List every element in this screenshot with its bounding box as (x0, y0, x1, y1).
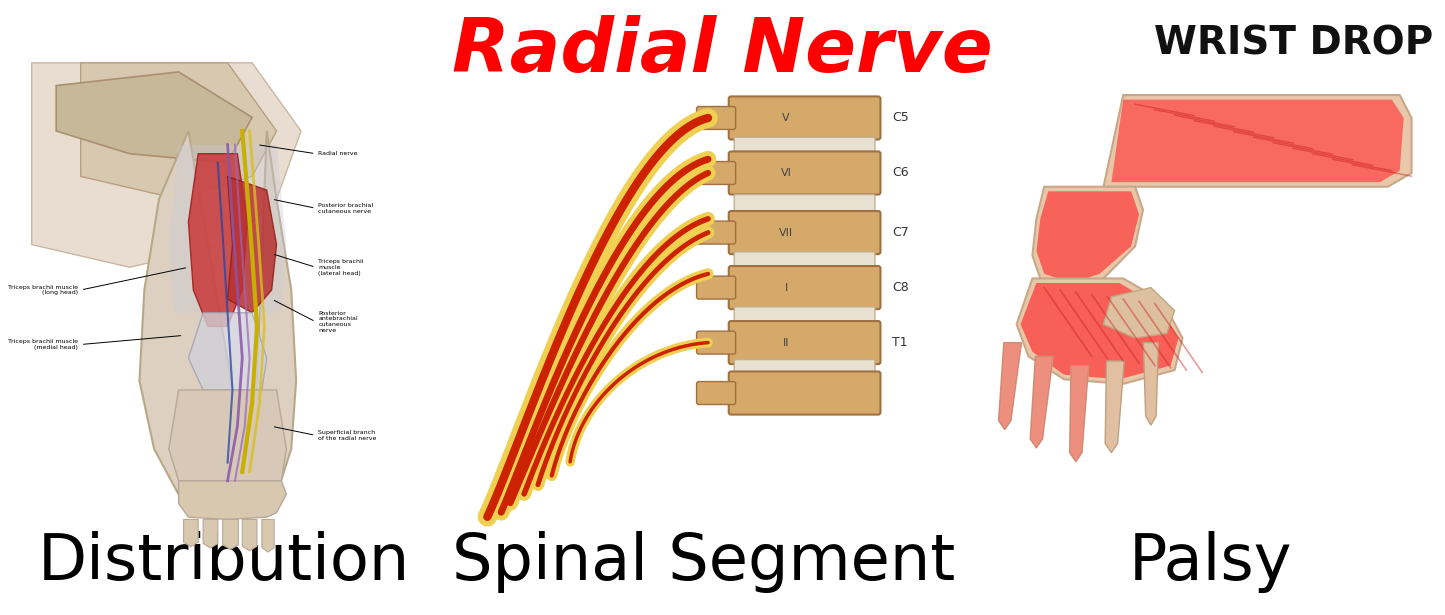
Text: Radial nerve: Radial nerve (318, 151, 358, 156)
FancyBboxPatch shape (696, 106, 736, 129)
Polygon shape (56, 72, 251, 163)
Polygon shape (169, 145, 286, 312)
Text: C8: C8 (892, 281, 909, 294)
FancyBboxPatch shape (734, 360, 874, 376)
Text: Spinal Segment: Spinal Segment (452, 531, 955, 593)
Text: VI: VI (780, 168, 792, 178)
Text: Posterior
antebrachial
cutaneous
nerve: Posterior antebrachial cutaneous nerve (318, 311, 358, 333)
Text: Triceps brachii
muscle
(lateral head): Triceps brachii muscle (lateral head) (318, 259, 364, 276)
Polygon shape (188, 154, 247, 327)
Polygon shape (188, 312, 267, 390)
FancyBboxPatch shape (734, 137, 874, 154)
Text: WRIST DROP: WRIST DROP (1153, 25, 1433, 63)
Polygon shape (998, 343, 1022, 430)
Polygon shape (262, 520, 275, 552)
Text: C7: C7 (892, 226, 909, 239)
Text: V: V (782, 113, 790, 123)
Polygon shape (1030, 356, 1053, 448)
Polygon shape (184, 520, 198, 547)
Text: Palsy: Palsy (1129, 531, 1293, 593)
Polygon shape (1017, 279, 1182, 384)
FancyBboxPatch shape (734, 194, 874, 211)
FancyBboxPatch shape (728, 151, 880, 194)
Polygon shape (204, 520, 218, 548)
Text: C6: C6 (892, 167, 909, 180)
FancyBboxPatch shape (696, 381, 736, 405)
Polygon shape (1143, 343, 1159, 425)
Text: Superficial branch
of the radial nerve: Superficial branch of the radial nerve (318, 430, 377, 441)
Text: I: I (785, 283, 788, 293)
Polygon shape (1036, 191, 1139, 283)
FancyBboxPatch shape (696, 162, 736, 184)
Text: Distribution: Distribution (38, 531, 410, 593)
Polygon shape (1020, 283, 1179, 379)
Text: VII: VII (779, 228, 793, 237)
Polygon shape (1105, 361, 1124, 453)
Text: Radial Nerve: Radial Nerve (452, 15, 993, 89)
FancyBboxPatch shape (696, 221, 736, 244)
Polygon shape (243, 520, 257, 551)
Polygon shape (179, 481, 286, 520)
Polygon shape (1104, 288, 1175, 338)
Polygon shape (223, 520, 238, 549)
Polygon shape (1030, 356, 1053, 448)
Text: T1: T1 (892, 336, 907, 349)
Polygon shape (1069, 365, 1088, 462)
Polygon shape (1104, 95, 1412, 187)
Text: II: II (783, 338, 789, 347)
FancyBboxPatch shape (696, 276, 736, 299)
FancyBboxPatch shape (734, 252, 874, 268)
FancyBboxPatch shape (728, 321, 880, 364)
Polygon shape (139, 131, 296, 508)
FancyBboxPatch shape (728, 97, 880, 140)
Polygon shape (1111, 100, 1403, 182)
Polygon shape (998, 343, 1022, 430)
Text: C5: C5 (892, 111, 909, 124)
FancyBboxPatch shape (728, 371, 880, 415)
FancyBboxPatch shape (696, 331, 736, 354)
Text: Triceps brachii muscle
(long head): Triceps brachii muscle (long head) (9, 285, 78, 295)
Polygon shape (1032, 187, 1143, 288)
Polygon shape (32, 63, 301, 268)
Polygon shape (1069, 365, 1088, 462)
Text: Posterior brachial
cutaneous nerve: Posterior brachial cutaneous nerve (318, 203, 373, 213)
FancyBboxPatch shape (734, 307, 874, 323)
Polygon shape (169, 390, 286, 481)
FancyBboxPatch shape (728, 266, 880, 309)
Polygon shape (227, 177, 276, 312)
Text: Triceps brachii muscle
(medial head): Triceps brachii muscle (medial head) (9, 339, 78, 350)
FancyBboxPatch shape (728, 211, 880, 254)
Polygon shape (81, 63, 276, 199)
